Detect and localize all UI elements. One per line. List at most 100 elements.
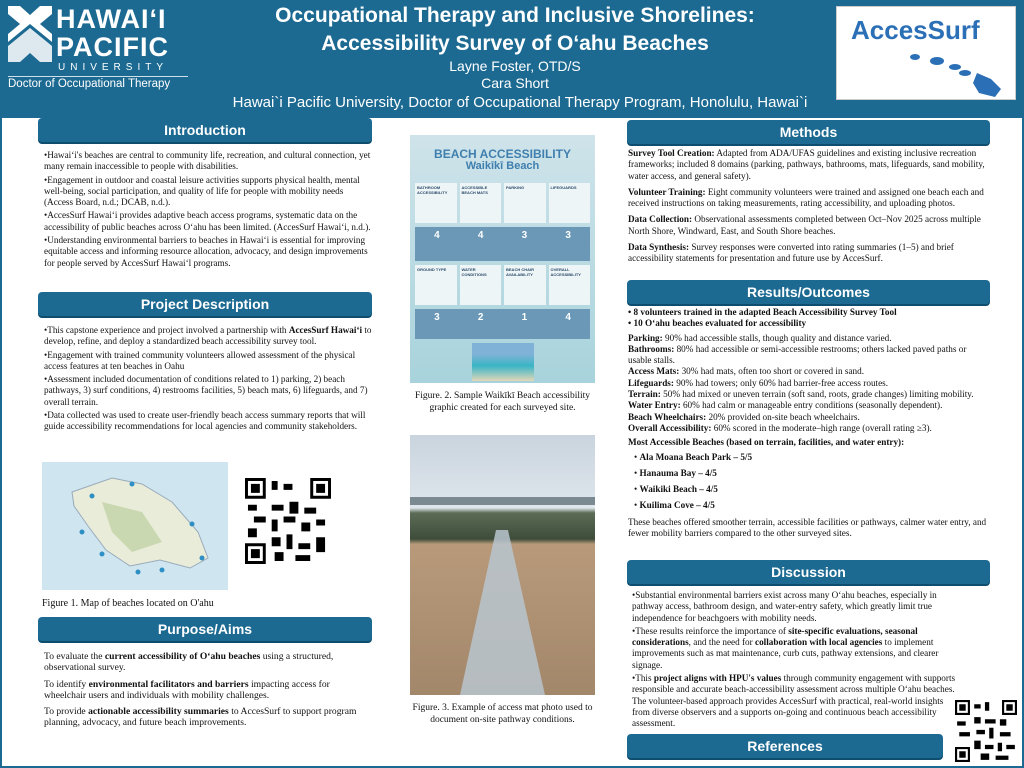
text: Cara Short [481,75,549,91]
text: UNIVERSITY [58,62,169,73]
hawaii-islands-icon [910,54,1001,97]
text: impacting access for wheelchair users an… [44,678,330,701]
text: Terrain: [628,389,661,400]
discussion-text: •Substantial environmental barriers exis… [632,590,957,732]
text: 60% scored in the moderate–high range (o… [711,422,932,433]
text: 20% provided on-site beach wheelchairs. [706,411,860,422]
qr-code-map[interactable] [245,478,331,564]
list-item: Kuilima Cove – 4/5 [634,500,990,511]
discussion-heading: Discussion [627,560,990,584]
list-item: Hanauma Bay – 4/5 [634,468,990,479]
figure-2-caption: Figure. 2. Sample Waikīkī Beach accessib… [414,391,591,413]
text: • 8 volunteers trained in the adapted Be… [628,307,897,317]
hpu-emblem-icon [8,6,52,62]
authors: Layne Foster, OTD/S Cara Short [200,58,830,92]
text: Occupational Therapy and Inclusive Shore… [275,4,755,27]
text: •Understanding environmental barriers to… [44,235,368,268]
text: •Data collected was used to create user-… [44,410,366,432]
affiliation: Hawai`i Pacific University, Doctor of Oc… [232,94,808,111]
project-description-heading: Project Description [38,292,372,316]
introduction-heading: Introduction [38,118,372,142]
text: Data Synthesis: [628,242,690,253]
project-description-text: •This capstone experience and project in… [44,325,374,435]
text: 90% had accessible stalls, though qualit… [662,332,892,343]
list-item: Waikiki Beach – 4/5 [634,484,990,495]
access-mat-photo [410,435,595,695]
text: Water Entry: [628,400,681,411]
text: Parking: [628,332,663,343]
text: 30% had mats, often too short or covered… [679,366,865,377]
methods-heading: Methods [627,120,990,144]
text: Waikīkī Beach [465,160,540,172]
oahu-map-image [42,462,228,590]
text: Lifeguards: [628,377,674,388]
text: Beach Wheelchairs: [628,411,707,422]
text: 1 [521,312,528,323]
text: PARKING [504,183,546,223]
text: to implement improvements such as mat ma… [632,637,939,670]
text: 90% had towers; only 60% had barrier-fre… [673,377,889,388]
text: Volunteer Training: [628,186,706,197]
text: to develop, refine, and deploy a standar… [44,325,372,347]
text: 80% had accessible or semi-accessible re… [628,343,967,366]
poster-title: Occupational Therapy and Inclusive Shore… [200,2,830,58]
results-text: • 8 volunteers trained in the adapted Be… [628,307,990,539]
text: environmental facilitators and barriers [88,678,249,690]
text: collaboration with local agencies [755,637,883,648]
text: LIFEGUARDS [548,183,590,223]
text: 4 [565,312,571,323]
text: HAWAIʻI [56,4,167,34]
program-name: Doctor of Occupational Therapy [8,78,171,90]
text: Data Collection: [628,214,693,225]
text: site-specific evaluations, seasonal cons… [632,625,918,648]
text: actionable accessibility summaries [88,706,229,718]
text: WATER CONDITIONS [459,265,501,305]
figure-1-caption: Figure 1. Map of beaches located on O'ah… [42,598,214,609]
divider [8,76,188,77]
text: OVERALL ACCESSIBILITY [548,265,590,305]
text: • 10 Oʻahu beaches evaluated for accessi… [628,318,807,329]
text: To provide [44,706,89,718]
text: •Engagement in outdoor and coastal leisu… [44,174,360,208]
text: •Hawaiʻi's beaches are central to commun… [44,150,371,172]
qr-code-references[interactable] [955,700,1017,762]
references-heading: References [627,734,943,758]
text: To identify [44,678,89,690]
text: Bathrooms: [628,343,675,354]
text: Most Accessible Beaches (based on terrai… [628,437,905,448]
list-item: Ala Moana Beach Park – 5/5 [634,452,990,463]
text: Overall Accessibility: [628,422,712,433]
text: •This [632,673,654,684]
purpose-aims-text: To evaluate the current accessibility of… [44,651,374,734]
text: •AccesSurf Hawaiʻi provides adaptive bea… [44,210,371,232]
poster-header: HAWAIʻI PACIFIC UNIVERSITY Doctor of Occ… [0,0,1024,118]
purpose-aims-heading: Purpose/Aims [38,617,372,641]
text: These beaches offered smoother terrain, … [628,516,987,539]
text: current accessibility of Oʻahu beaches [104,651,261,662]
text: Adapted from ADA/UFAS guidelines and exi… [628,148,985,181]
text: 3 [565,230,571,241]
text: •This capstone experience and project in… [44,325,289,335]
text: 60% had calm or manageable entry conditi… [680,400,943,411]
text: To evaluate the [44,651,105,662]
most-accessible-beaches-list: Ala Moana Beach Park – 5/5 Hanauma Bay –… [634,452,990,512]
text: •Engagement with trained community volun… [44,349,356,371]
waikiki-accessibility-graphic: BEACH ACCESSIBILITY Waikīkī Beach BATHRO… [410,135,595,383]
text: Observational assessments completed betw… [628,214,981,236]
text: AccesSurf Hawaiʻi [288,325,363,335]
text: 3 [434,312,440,323]
text: •Assessment included documentation of co… [44,374,368,407]
text: ACCESSIBLE BEACH MATS [459,183,501,223]
text: Accessibility Survey of Oʻahu Beaches [321,32,709,55]
introduction-text: •Hawaiʻi's beaches are central to commun… [44,150,374,271]
accessurf-logo: AccesSurf [836,6,1016,100]
results-heading: Results/Outcomes [627,280,990,304]
text: 50% had mixed or uneven terrain (soft sa… [660,389,974,400]
text: to AccesSurf to support program planning… [44,706,357,729]
text: BEACH CHAIR AVAILABILITY [504,265,546,305]
text: AccesSurf [851,15,980,45]
text: PACIFIC [56,32,169,62]
text: , and the need for [688,637,755,648]
qr-code-icon [955,700,1017,762]
text: •Substantial environmental barriers exis… [632,590,937,623]
